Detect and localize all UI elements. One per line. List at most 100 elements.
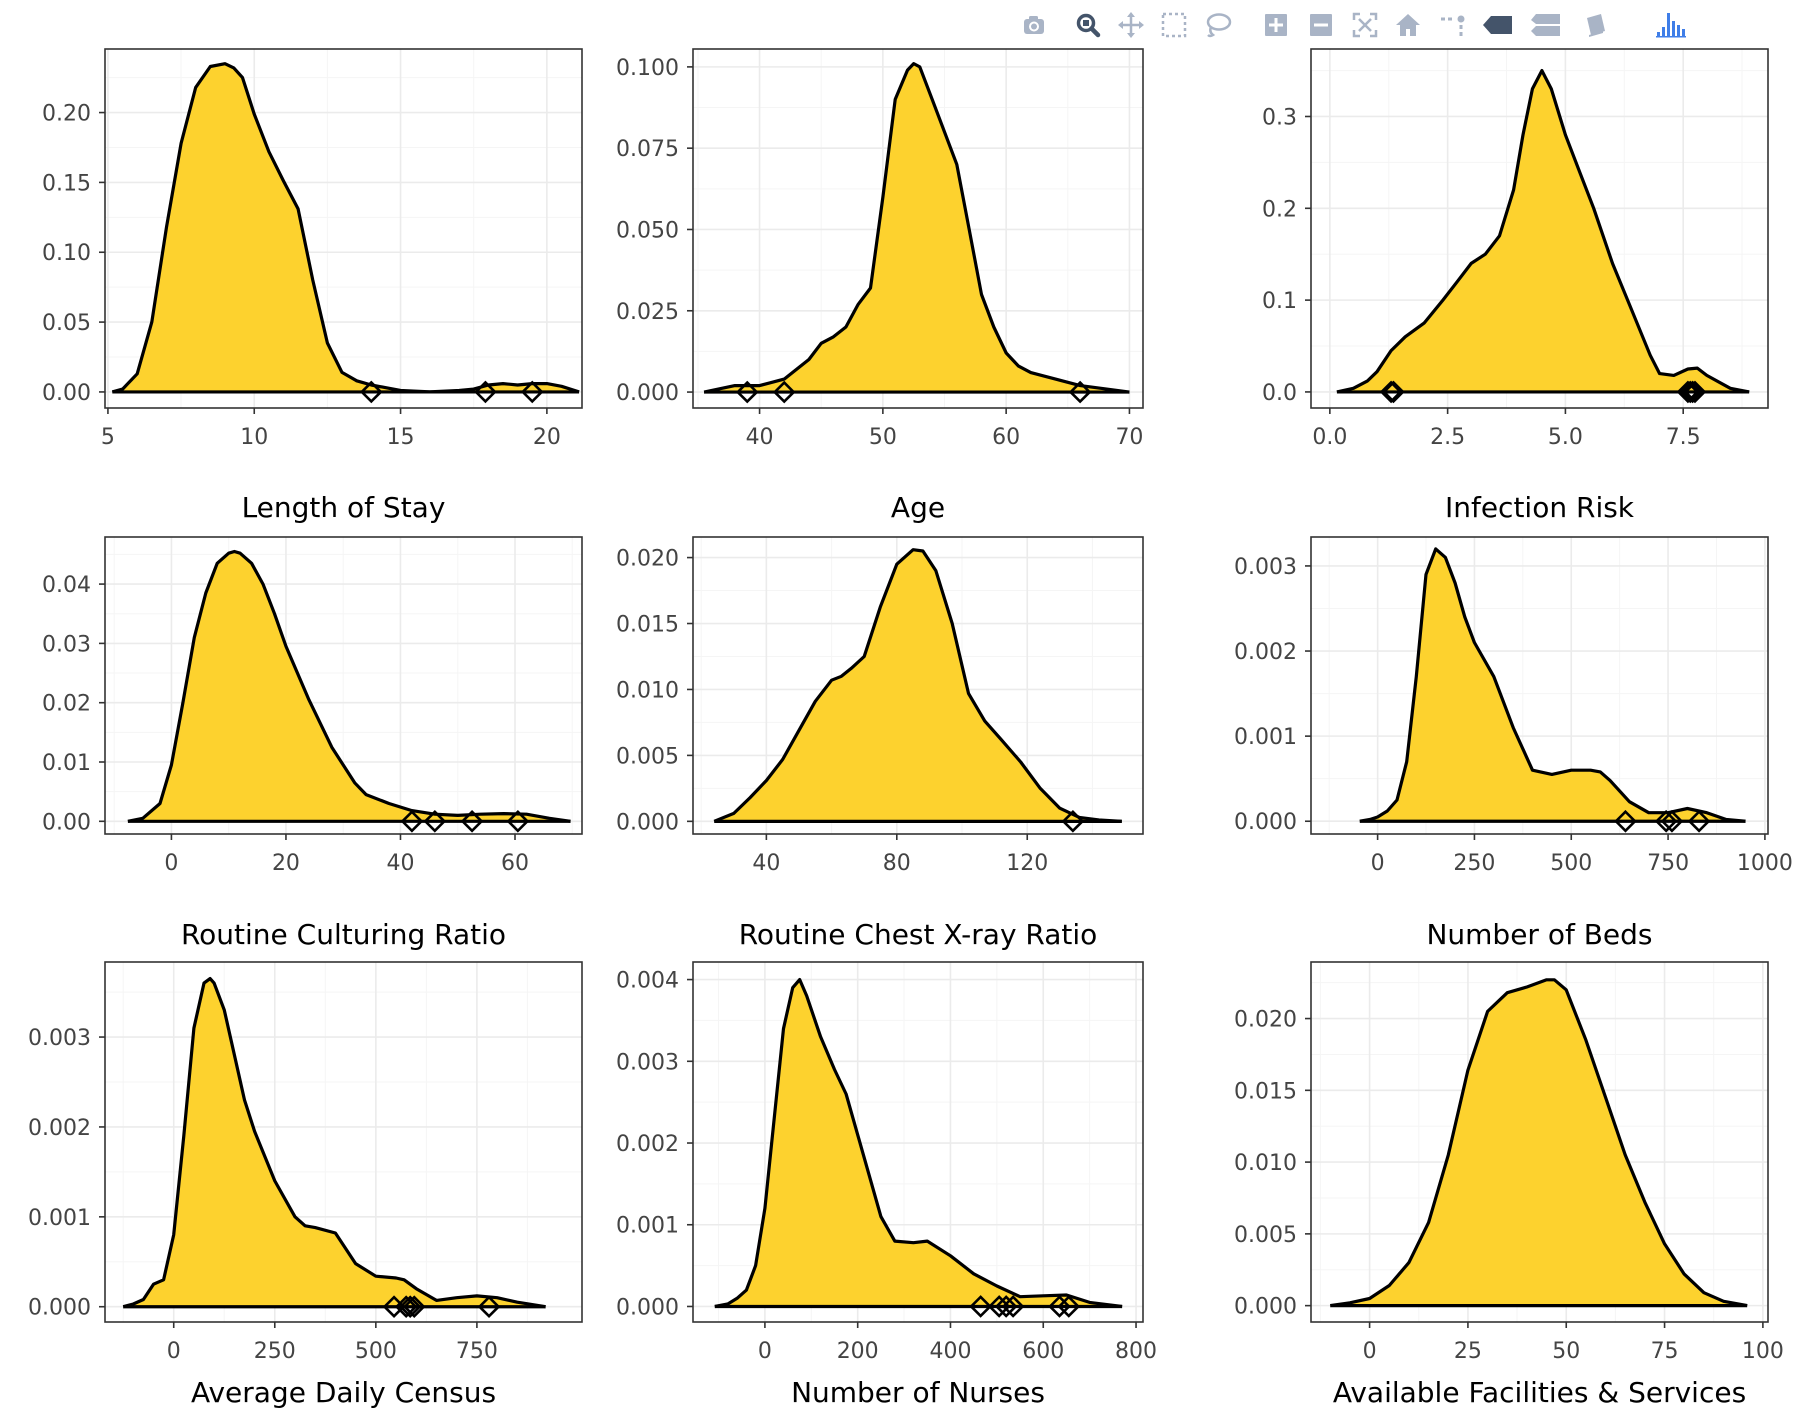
- y-tick-label: 0.15: [42, 171, 91, 196]
- outlier-marker[interactable]: [1614, 809, 1637, 833]
- outlier-marker[interactable]: [1681, 380, 1704, 404]
- outlier-marker[interactable]: [1048, 1295, 1071, 1318]
- panel-routine-culturing-ratio: 0 20 40 60 0.00 0.01 0.02 0.03 0.04 Routine Cultu…: [42, 536, 583, 951]
- density-area[interactable]: [112, 63, 580, 392]
- density-line[interactable]: [1359, 547, 1746, 823]
- outlier-marker[interactable]: [474, 380, 497, 404]
- x-axis-title: Routine Culturing Ratio: [181, 918, 506, 951]
- x-tick-label: 40: [386, 851, 414, 876]
- density-area[interactable]: [1359, 548, 1746, 822]
- panel-border: [692, 48, 1144, 409]
- panel-number-of-beds: 0 250 500 750 1000 0.000 0.001 0.002 0.003 Number…: [1234, 536, 1793, 951]
- zoom-in-button[interactable]: [1259, 10, 1293, 40]
- density-line[interactable]: [122, 977, 546, 1309]
- hover-closest-icon: [1483, 16, 1512, 34]
- outlier-marker[interactable]: [1687, 809, 1711, 833]
- y-tick-label: 0.2: [1262, 197, 1297, 222]
- x-tick-label: 100: [1742, 1339, 1784, 1364]
- outlier-marker[interactable]: [1379, 380, 1403, 404]
- y-tick-label: 0.010: [616, 678, 679, 703]
- x-tick-label: 5.0: [1548, 425, 1583, 450]
- x-axis-title: Length of Stay: [242, 491, 446, 524]
- zoom-out-button[interactable]: [1304, 10, 1338, 40]
- panel-border: [1310, 48, 1769, 409]
- density-line[interactable]: [713, 548, 1122, 823]
- outlier-marker[interactable]: [1678, 380, 1702, 404]
- reset-axes-button[interactable]: [1391, 10, 1425, 40]
- x-tick-label: 75: [1651, 1339, 1679, 1364]
- x-axis-title: Routine Chest X-ray Ratio: [739, 918, 1098, 951]
- autoscale-button[interactable]: [1348, 10, 1382, 40]
- x-tick-label: 15: [387, 425, 415, 450]
- density-area[interactable]: [714, 979, 1123, 1307]
- density-area[interactable]: [704, 63, 1130, 393]
- outlier-marker[interactable]: [423, 809, 447, 833]
- outlier-marker[interactable]: [1683, 380, 1707, 404]
- x-tick-label: 250: [254, 1339, 296, 1364]
- density-line[interactable]: [111, 62, 580, 394]
- outlier-marker[interactable]: [398, 1295, 422, 1319]
- outlier-marker[interactable]: [400, 809, 424, 833]
- edit-chart-button[interactable]: [1578, 10, 1612, 40]
- outlier-marker[interactable]: [477, 1295, 501, 1319]
- outlier-marker[interactable]: [1057, 1295, 1081, 1318]
- panel-age: 40 50 60 70 0.000 0.025 0.050 0.075 0.100 Age: [616, 48, 1144, 524]
- lasso-select-button[interactable]: [1201, 10, 1235, 40]
- density-area[interactable]: [123, 978, 546, 1307]
- density-area[interactable]: [1336, 70, 1750, 392]
- x-tick-label: 25: [1454, 1339, 1482, 1364]
- outlier-marker[interactable]: [772, 380, 796, 404]
- panel-length-of-stay: 5 10 15 20 0.00 0.05 0.10 0.15 0.20 Length of Sta…: [42, 48, 583, 524]
- outlier-marker[interactable]: [394, 1295, 418, 1319]
- y-tick-label: 0.00: [42, 381, 91, 406]
- box-select-icon: [1161, 12, 1187, 38]
- outlier-marker[interactable]: [1382, 380, 1405, 404]
- density-line[interactable]: [714, 978, 1123, 1309]
- density-area[interactable]: [127, 551, 571, 822]
- camera-icon: [1024, 16, 1044, 34]
- y-tick-label: 0.03: [42, 632, 91, 657]
- x-tick-label: 40: [746, 425, 774, 450]
- box-select-button[interactable]: [1157, 10, 1191, 40]
- density-area[interactable]: [1330, 979, 1748, 1306]
- y-tick-label: 0.001: [616, 1214, 679, 1239]
- y-tick-label: 0.0: [1262, 381, 1297, 406]
- outlier-marker[interactable]: [1001, 1295, 1025, 1318]
- outlier-marker[interactable]: [994, 1295, 1018, 1318]
- y-tick-label: 0.000: [1234, 1295, 1297, 1320]
- outlier-marker[interactable]: [1660, 809, 1684, 833]
- outlier-marker[interactable]: [1061, 810, 1085, 833]
- density-line[interactable]: [1330, 978, 1748, 1308]
- density-line[interactable]: [1336, 69, 1750, 394]
- outlier-marker[interactable]: [969, 1295, 992, 1318]
- x-tick-label: 200: [837, 1339, 879, 1364]
- y-tick-label: 0.005: [1234, 1223, 1297, 1248]
- hover-closest-button[interactable]: [1480, 10, 1514, 40]
- plotly-logo-button[interactable]: [1652, 10, 1686, 40]
- outlier-marker[interactable]: [520, 380, 544, 404]
- y-tick-label: 0.020: [1234, 1008, 1297, 1033]
- outlier-marker[interactable]: [460, 809, 484, 833]
- y-tick-label: 0.02: [42, 692, 91, 717]
- zoom-button[interactable]: [1071, 10, 1105, 40]
- camera-button[interactable]: [1017, 10, 1051, 40]
- hover-compare-button[interactable]: [1528, 10, 1562, 40]
- outlier-marker[interactable]: [1676, 380, 1700, 404]
- y-tick-label: 0.002: [616, 1132, 679, 1157]
- outlier-marker[interactable]: [402, 1295, 426, 1319]
- panel-border: [692, 536, 1144, 835]
- outlier-marker[interactable]: [735, 380, 759, 404]
- density-area[interactable]: [714, 549, 1122, 822]
- pan-button[interactable]: [1114, 10, 1148, 40]
- x-tick-label: 800: [1115, 1339, 1157, 1364]
- x-tick-label: 60: [501, 851, 529, 876]
- zoom-icon: [1076, 13, 1101, 38]
- x-tick-label: 120: [1006, 851, 1048, 876]
- outlier-marker[interactable]: [1654, 809, 1678, 833]
- outlier-marker[interactable]: [359, 380, 383, 404]
- modebar: [1000, 4, 1810, 46]
- outlier-marker[interactable]: [506, 809, 530, 833]
- density-line[interactable]: [703, 62, 1130, 394]
- toggle-spike-lines-button[interactable]: [1435, 10, 1469, 40]
- outlier-marker[interactable]: [1068, 380, 1092, 404]
